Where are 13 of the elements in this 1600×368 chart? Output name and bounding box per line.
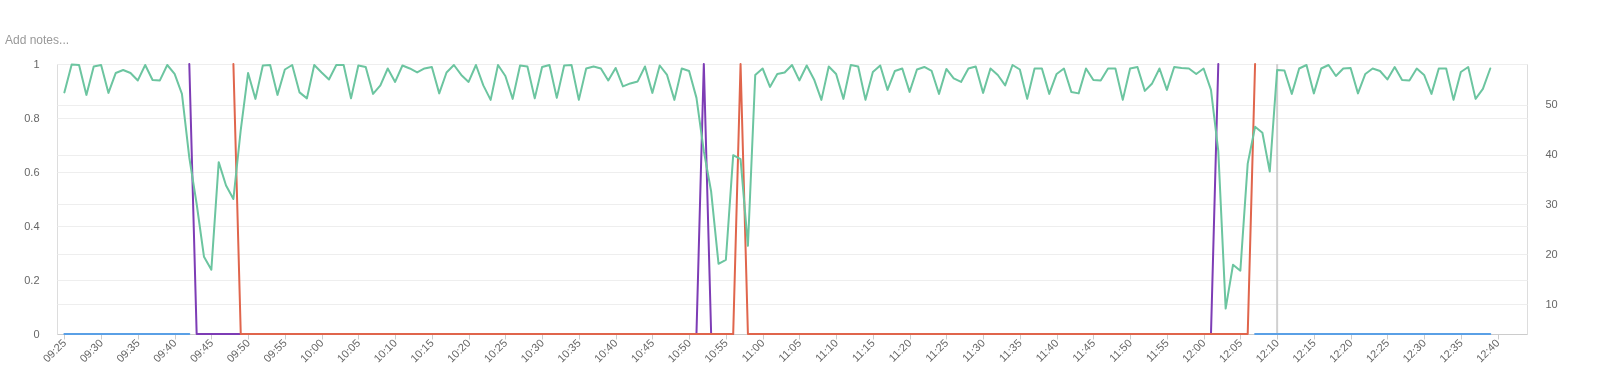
y2-tick-label: 30 <box>1545 197 1558 210</box>
y2-tick-label: 10 <box>1545 297 1558 310</box>
y2-tick-label: 50 <box>1545 98 1558 111</box>
y-tick-label: 0 <box>33 327 40 340</box>
y-tick-label: 0.8 <box>24 111 40 124</box>
y2-tick-label: 40 <box>1545 148 1558 161</box>
y2-tick-label: 20 <box>1545 247 1558 260</box>
y-tick-label: 0.2 <box>24 273 40 286</box>
y-tick-label: 0.4 <box>24 219 40 232</box>
line-series <box>63 63 1492 310</box>
text: Add notes... <box>5 33 70 47</box>
y-tick-label: 1 <box>33 57 40 70</box>
y-tick-label: 0.6 <box>24 165 40 178</box>
